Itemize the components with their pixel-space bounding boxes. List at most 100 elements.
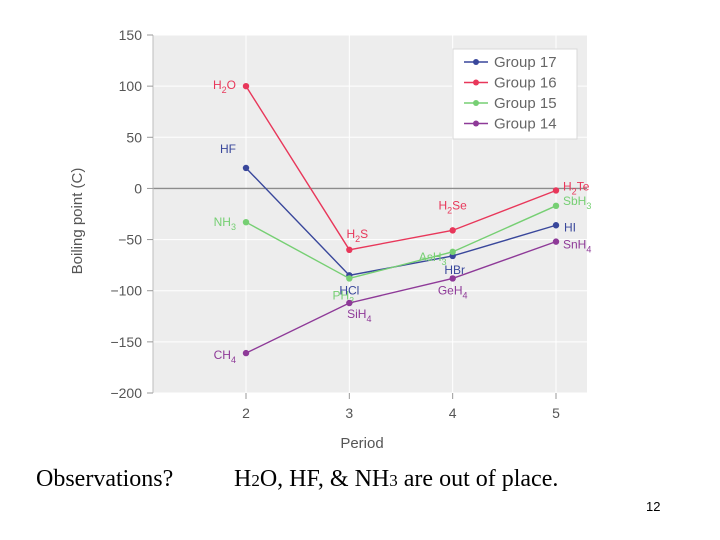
data-point: [552, 222, 560, 229]
point-label: AsH3: [419, 250, 447, 267]
data-point: [449, 248, 456, 256]
data-point: [346, 246, 353, 253]
label-main: HBr: [444, 263, 465, 277]
gridlines: [153, 34, 587, 394]
y-tick-label: 100: [119, 78, 143, 94]
label-main: PH: [332, 288, 349, 302]
data-point: [242, 349, 250, 357]
legend-entry: Group 16: [494, 75, 557, 92]
point-label: HBr: [444, 263, 465, 277]
label-main: HF: [220, 142, 236, 156]
series-line: [245, 205, 557, 280]
label-subscript: 3: [231, 222, 236, 232]
point-label: PH3: [332, 288, 354, 305]
label-subscript: 2: [572, 186, 577, 196]
legend-swatch-dot: [473, 100, 479, 106]
data-point: [242, 82, 250, 90]
data-point: [242, 164, 250, 172]
out-of-place-statement: H2O, HF, & NH3 are out of place.: [234, 466, 558, 493]
y-tick-labels: 150 100 50 0 −50 −100 −150 −200: [110, 27, 153, 401]
legend-entry: Group 15: [494, 95, 557, 112]
legend-swatch-dot: [473, 59, 479, 65]
label-main: GeH: [438, 283, 463, 297]
y-tick-label: 150: [119, 27, 143, 43]
label-subscript: 2: [447, 205, 452, 215]
label-main: HCl: [339, 283, 359, 297]
y-tick-label: −100: [110, 283, 142, 299]
label-main: CH: [214, 348, 231, 362]
statement-part-c: are out of place.: [397, 466, 559, 492]
label-subscript: 3: [441, 257, 446, 267]
label-main: H: [438, 198, 447, 212]
x-tick-label: 5: [552, 405, 560, 421]
data-point: [449, 227, 456, 234]
point-label: HF: [220, 142, 236, 156]
point-label: SiH4: [347, 307, 371, 324]
y-tick-label: 50: [126, 129, 142, 145]
x-tick-label: 4: [449, 405, 457, 421]
label-main: SnH: [563, 238, 586, 252]
point-label: SnH4: [563, 238, 591, 255]
label-main: H: [213, 78, 222, 92]
point-label: H2O: [213, 78, 236, 95]
label-main: SbH: [563, 194, 586, 208]
point-label: H2Te: [563, 179, 590, 196]
statement-part-a: H: [234, 466, 252, 492]
legend-entry: Group 17: [494, 54, 557, 71]
data-point: [552, 202, 560, 210]
observations-caption: Observations?: [36, 466, 174, 492]
x-axis-title: Period: [340, 435, 383, 452]
y-tick-label: −200: [110, 385, 142, 401]
label-main: NH: [214, 215, 231, 229]
label-subscript: 4: [586, 245, 591, 255]
series-layer: HFHClHBrHIH2OH2SH2SeH2TeNH3PH3AsH3SbH3CH…: [213, 78, 591, 365]
label-tail: S: [360, 227, 368, 241]
series-line: [245, 240, 557, 354]
point-label: SbH3: [563, 194, 591, 211]
label-subscript: 3: [586, 201, 591, 211]
x-tick-label: 3: [345, 405, 353, 421]
label-subscript: 2: [222, 85, 227, 95]
point-label: HI: [564, 220, 576, 234]
legend-swatch-dot: [473, 79, 479, 86]
data-point: [552, 187, 560, 194]
y-tick-label: −150: [110, 334, 142, 350]
data-point: [552, 238, 560, 245]
y-tick-label: 0: [134, 180, 142, 196]
data-point: [346, 299, 353, 307]
statement-sub-b: 3: [389, 471, 398, 490]
statement-sub-a: 2: [251, 471, 260, 490]
legend-entry: Group 14: [494, 116, 557, 133]
label-subscript: 4: [231, 355, 236, 365]
label-main: SiH: [347, 307, 366, 321]
legend-swatch-dot: [473, 120, 479, 127]
point-label: CH4: [214, 348, 236, 365]
label-tail: Se: [452, 198, 467, 212]
label-subscript: 4: [366, 314, 371, 324]
label-subscript: 3: [349, 295, 354, 305]
label-tail: O: [227, 78, 236, 92]
label-subscript: 4: [463, 290, 468, 300]
label-main: AsH: [419, 250, 442, 264]
data-point: [346, 275, 353, 282]
data-point: [242, 218, 250, 226]
label-main: H: [346, 227, 355, 241]
label-tail: Te: [577, 179, 590, 193]
data-point: [449, 275, 456, 282]
label-subscript: 2: [355, 234, 360, 244]
point-label: GeH4: [438, 283, 468, 300]
label-main: HI: [564, 220, 576, 234]
y-tick-label: −50: [118, 232, 142, 248]
statement-part-b: O, HF, & NH: [259, 466, 390, 492]
label-main: H: [563, 179, 572, 193]
point-label: H2Se: [438, 198, 467, 215]
point-label: HCl: [339, 283, 359, 297]
point-label: H2S: [346, 227, 368, 244]
legend: Group 17 Group 16 Group 15 Group 14: [452, 48, 578, 140]
page-number: 12: [646, 499, 661, 514]
x-tick-label: 2: [242, 405, 250, 421]
point-label: NH3: [214, 215, 236, 232]
series-line: [245, 85, 557, 251]
y-axis-title: Boiling point (C): [69, 168, 86, 275]
